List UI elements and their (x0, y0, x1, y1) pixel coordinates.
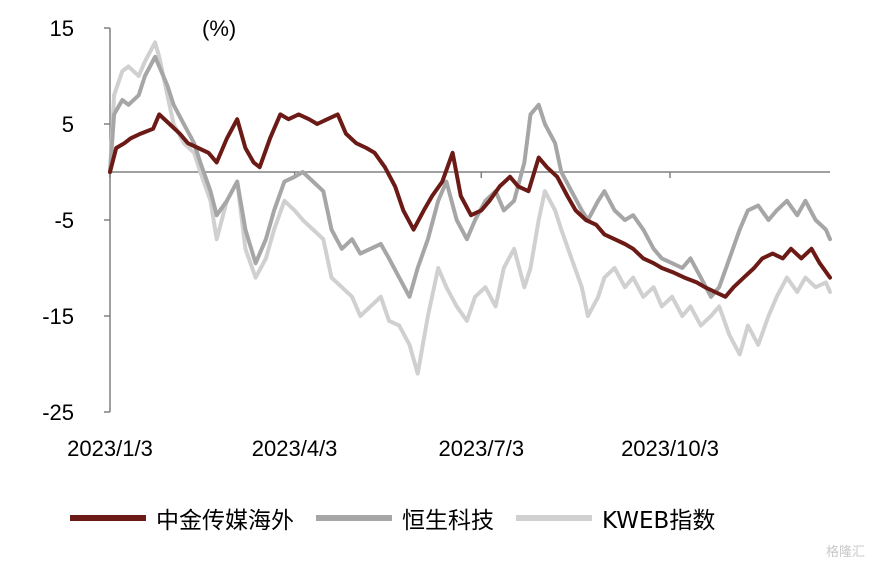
legend-swatch-zhongjin (70, 515, 146, 521)
y-tick-label: 15 (50, 16, 74, 41)
series-line-2 (108, 40, 832, 376)
series-line-1 (108, 54, 832, 299)
series-line-0 (108, 112, 832, 299)
legend-label-hstech: 恒生科技 (402, 508, 494, 534)
x-tick-label: 2023/4/3 (252, 436, 338, 461)
chart-axes: 15 5 -5 -15 -25 2023/1/3 2023/4/3 2023/7/3 2023/… (42, 16, 830, 461)
legend-label-zhongjin: 中金传媒海外 (156, 508, 294, 534)
y-unit-label: (%) (202, 16, 236, 41)
y-tick-label: -25 (42, 400, 74, 425)
legend-item-zhongjin: 中金传媒海外 (70, 501, 294, 535)
watermark-logo: 格隆汇 (825, 545, 865, 560)
x-tick-label: 2023/7/3 (438, 436, 524, 461)
x-tick-label: 2023/10/3 (621, 436, 719, 461)
legend-label-kweb: KWEB指数 (602, 508, 716, 534)
legend-swatch-hstech (316, 515, 392, 521)
legend-item-kweb: KWEB指数 (516, 501, 715, 535)
y-tick-label: -5 (54, 208, 74, 233)
x-tick-label: 2023/1/3 (67, 436, 153, 461)
legend-swatch-kweb (516, 515, 592, 521)
legend-item-hstech: 恒生科技 (316, 501, 494, 535)
chart-legend: 中金传媒海外 恒生科技 KWEB指数 (70, 500, 860, 536)
line-chart: 15 5 -5 -15 -25 2023/1/3 2023/4/3 2023/7/3 2023/… (42, 16, 832, 461)
y-tick-label: -15 (42, 304, 74, 329)
y-tick-label: 5 (62, 112, 74, 137)
chart-series-layer (108, 40, 832, 376)
